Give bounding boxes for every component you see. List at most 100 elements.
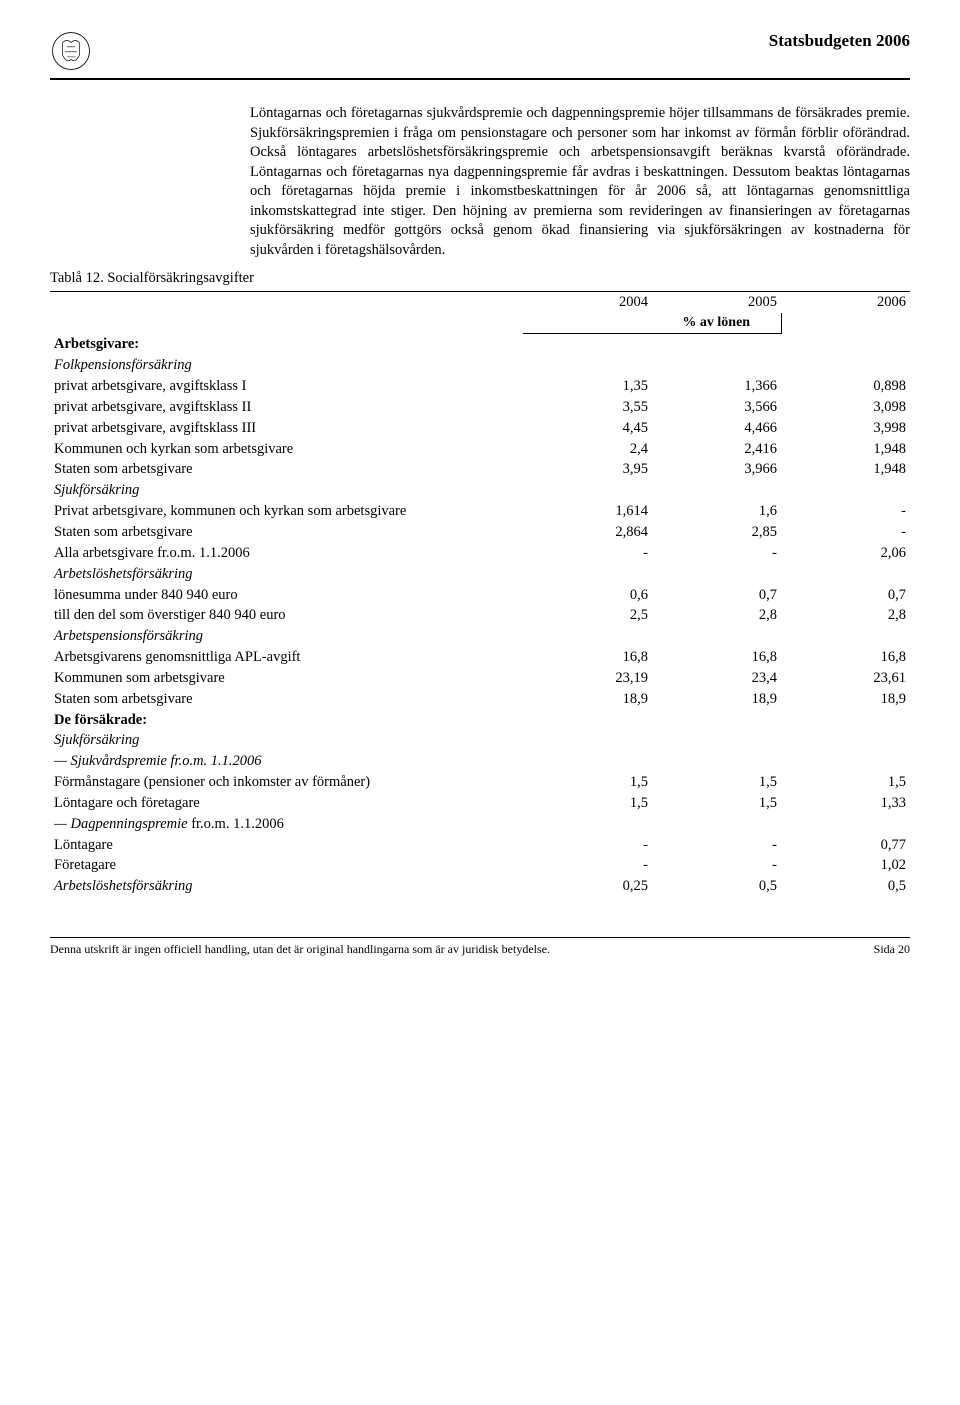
table-cell: - <box>523 855 652 876</box>
table-row: Löntagare--0,77 <box>50 835 910 856</box>
table-cell: 3,95 <box>523 459 652 480</box>
table-cell <box>781 751 910 772</box>
table-cell: 1,5 <box>523 772 652 793</box>
table-cell: 23,19 <box>523 668 652 689</box>
table-row: Kommunen och kyrkan som arbetsgivare2,42… <box>50 439 910 460</box>
table-cell: 16,8 <box>523 647 652 668</box>
table-row: Staten som arbetsgivare2,8642,85- <box>50 522 910 543</box>
table-row: Kommunen som arbetsgivare23,1923,423,61 <box>50 668 910 689</box>
table-cell <box>523 751 652 772</box>
table-row: privat arbetsgivare, avgiftsklass III4,4… <box>50 418 910 439</box>
table-cell: 18,9 <box>781 689 910 710</box>
table-cell: 1,02 <box>781 855 910 876</box>
table-cell: 0,6 <box>523 585 652 606</box>
table-cell: 1,35 <box>523 376 652 397</box>
table-row: Löntagare och företagare1,51,51,33 <box>50 793 910 814</box>
table-subheader-row: % av lönen <box>50 313 910 334</box>
row-label: Alla arbetsgivare fr.o.m. 1.1.2006 <box>50 543 523 564</box>
table-cell: - <box>523 543 652 564</box>
table-cell: 23,61 <box>781 668 910 689</box>
table-cell: 16,8 <box>652 647 781 668</box>
section-heading: De försäkrade: <box>50 710 910 731</box>
table-cell: 0,5 <box>781 876 910 897</box>
year-col: 2004 <box>523 292 652 313</box>
table-row: Arbetsgivarens genomsnittliga APL-avgift… <box>50 647 910 668</box>
table-cell: 3,566 <box>652 397 781 418</box>
percent-label: % av lönen <box>652 313 781 334</box>
row-label: privat arbetsgivare, avgiftsklass III <box>50 418 523 439</box>
table-cell: 2,85 <box>652 522 781 543</box>
row-label: Privat arbetsgivare, kommunen och kyrkan… <box>50 501 523 522</box>
table-cell: 0,77 <box>781 835 910 856</box>
footer-page-number: Sida 20 <box>874 942 910 958</box>
table-cell: 3,55 <box>523 397 652 418</box>
table-cell: 1,5 <box>652 793 781 814</box>
page-footer: Denna utskrift är ingen officiell handli… <box>50 937 910 958</box>
table-row: Staten som arbetsgivare18,918,918,9 <box>50 689 910 710</box>
table-cell: 0,7 <box>781 585 910 606</box>
table-row: privat arbetsgivare, avgiftsklass I1,351… <box>50 376 910 397</box>
table-row: Privat arbetsgivare, kommunen och kyrkan… <box>50 501 910 522</box>
table-cell: 1,5 <box>652 772 781 793</box>
table-cell: 1,366 <box>652 376 781 397</box>
table-cell: 4,45 <box>523 418 652 439</box>
table-cell: 16,8 <box>781 647 910 668</box>
table-years-row: 2004 2005 2006 <box>50 292 910 313</box>
table-row: Staten som arbetsgivare3,953,9661,948 <box>50 459 910 480</box>
table-cell: 0,898 <box>781 376 910 397</box>
year-col: 2005 <box>652 292 781 313</box>
row-label: privat arbetsgivare, avgiftsklass I <box>50 376 523 397</box>
row-label: Företagare <box>50 855 523 876</box>
table-cell <box>523 814 652 835</box>
row-label: privat arbetsgivare, avgiftsklass II <box>50 397 523 418</box>
table-caption: Tablå 12. Socialförsäkringsavgifter <box>50 269 910 288</box>
table-cell: 1,948 <box>781 439 910 460</box>
table-cell: 2,4 <box>523 439 652 460</box>
table-cell: 23,4 <box>652 668 781 689</box>
table-row: — Sjukvårdspremie fr.o.m. 1.1.2006 <box>50 751 910 772</box>
year-col: 2006 <box>781 292 910 313</box>
crest-icon <box>50 30 92 72</box>
table-cell: 2,8 <box>781 605 910 626</box>
row-label: Löntagare och företagare <box>50 793 523 814</box>
table-cell <box>781 814 910 835</box>
document-title: Statsbudgeten 2006 <box>769 30 910 52</box>
group-heading: Arbetslöshetsförsäkring <box>50 876 523 897</box>
table-cell: - <box>652 835 781 856</box>
table-row: Alla arbetsgivare fr.o.m. 1.1.2006--2,06 <box>50 543 910 564</box>
row-label: Staten som arbetsgivare <box>50 689 523 710</box>
table-cell: 1,614 <box>523 501 652 522</box>
table-cell: 2,8 <box>652 605 781 626</box>
row-label: Arbetsgivarens genomsnittliga APL-avgift <box>50 647 523 668</box>
table-cell: 0,7 <box>652 585 781 606</box>
group-heading: Sjukförsäkring <box>50 480 523 501</box>
row-label: till den del som överstiger 840 940 euro <box>50 605 523 626</box>
intro-paragraph: Löntagarnas och företagarnas sjukvårdspr… <box>250 104 910 261</box>
table-cell: - <box>652 543 781 564</box>
table-cell: - <box>523 835 652 856</box>
table-row: Förmånstagare (pensioner och inkomster a… <box>50 772 910 793</box>
table-cell: 2,416 <box>652 439 781 460</box>
table-cell: 1,948 <box>781 459 910 480</box>
table-cell: 1,6 <box>652 501 781 522</box>
table-cell: 3,098 <box>781 397 910 418</box>
row-label: Staten som arbetsgivare <box>50 522 523 543</box>
row-label: lönesumma under 840 940 euro <box>50 585 523 606</box>
table-cell: - <box>781 522 910 543</box>
table-cell: - <box>652 855 781 876</box>
group-heading: Sjukförsäkring <box>50 730 523 751</box>
group-heading: Arbetspensionsförsäkring <box>50 626 523 647</box>
social-insurance-table: 2004 2005 2006 % av lönen Arbetsgivare:F… <box>50 291 910 897</box>
row-label: — Sjukvårdspremie fr.o.m. 1.1.2006 <box>50 751 523 772</box>
table-cell: 3,966 <box>652 459 781 480</box>
table-cell: - <box>781 501 910 522</box>
row-label: — Dagpenningspremie fr.o.m. 1.1.2006 <box>50 814 523 835</box>
table-cell: 1,5 <box>523 793 652 814</box>
table-row: lönesumma under 840 940 euro0,60,70,7 <box>50 585 910 606</box>
table-cell: 1,5 <box>781 772 910 793</box>
table-cell: 2,06 <box>781 543 910 564</box>
table-row: Företagare--1,02 <box>50 855 910 876</box>
table-cell: 0,5 <box>652 876 781 897</box>
row-label: Förmånstagare (pensioner och inkomster a… <box>50 772 523 793</box>
row-label: Kommunen som arbetsgivare <box>50 668 523 689</box>
